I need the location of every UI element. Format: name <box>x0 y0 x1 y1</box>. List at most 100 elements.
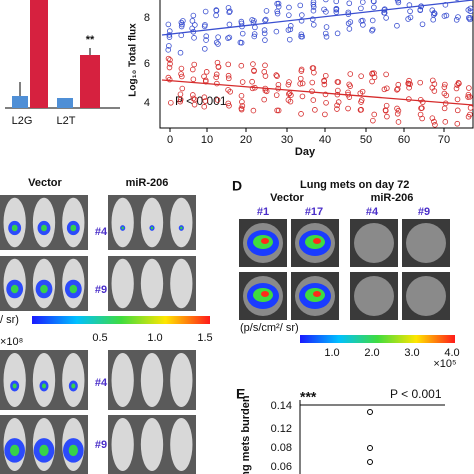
dot <box>239 30 246 37</box>
dot <box>249 78 255 85</box>
dot <box>203 37 209 43</box>
dot <box>443 92 450 99</box>
dot <box>323 100 329 106</box>
dot <box>383 15 389 21</box>
x-tick-label: 10 <box>201 134 213 146</box>
dot <box>274 10 281 17</box>
dot <box>273 92 280 98</box>
mouse-id: #4 <box>95 226 108 238</box>
mouse-id: #4 <box>95 377 108 389</box>
dot <box>335 79 342 85</box>
x-tick-label: 70 <box>438 134 450 146</box>
dot <box>371 4 377 11</box>
dot <box>298 66 305 73</box>
dot <box>287 26 294 33</box>
dot <box>430 16 436 23</box>
dot <box>322 111 328 118</box>
dot <box>346 0 353 7</box>
colorbar-scale: ×10⁸ <box>0 336 23 348</box>
dot <box>321 81 328 88</box>
dot <box>189 66 196 73</box>
p-value: P < 0.001 <box>175 94 227 108</box>
dot <box>238 93 245 99</box>
dot <box>370 117 376 124</box>
trend <box>161 0 474 36</box>
dot <box>309 65 316 71</box>
dot <box>467 111 473 118</box>
y-tick-label: 0.08 <box>271 442 292 454</box>
dot <box>226 34 233 41</box>
dot <box>165 55 172 62</box>
dot <box>394 86 400 93</box>
mouse <box>170 417 193 472</box>
dot <box>417 79 423 86</box>
dot <box>381 86 388 93</box>
dot <box>454 82 461 88</box>
dot <box>189 25 195 32</box>
well <box>406 223 446 263</box>
dot <box>249 85 256 92</box>
panel-letter: D <box>232 178 242 194</box>
mouse <box>62 353 85 407</box>
mouse <box>111 353 134 407</box>
dot <box>431 118 437 125</box>
p-value: P < 0.001 <box>390 387 442 401</box>
bar <box>30 0 48 108</box>
dot <box>419 115 425 122</box>
dot <box>214 80 220 87</box>
dot <box>274 107 280 114</box>
dot <box>441 90 448 97</box>
dot <box>190 12 197 19</box>
dot <box>226 102 232 109</box>
dot <box>429 7 436 14</box>
dot <box>189 18 196 24</box>
dot <box>441 84 448 90</box>
colorbar-unit: (p/s/cm²/ sr) <box>240 322 299 334</box>
category-label: L2T <box>57 115 76 127</box>
dot <box>165 21 172 28</box>
dot <box>467 15 473 21</box>
dot <box>455 14 461 20</box>
mouse <box>32 353 56 407</box>
dot <box>180 18 186 24</box>
dot <box>215 41 221 47</box>
colorbar-tick: 3.0 <box>404 347 419 359</box>
dot <box>454 107 461 114</box>
dot <box>225 61 232 68</box>
dot <box>297 81 303 87</box>
dot <box>299 93 306 100</box>
dot <box>321 78 327 84</box>
dot <box>191 61 198 68</box>
signal <box>12 383 17 389</box>
dot <box>395 119 402 125</box>
dot <box>202 8 209 15</box>
dot <box>179 73 185 80</box>
dot <box>201 103 208 110</box>
dot <box>442 2 449 8</box>
significance: *** <box>300 389 317 405</box>
dot <box>407 8 413 15</box>
mouse <box>170 197 193 248</box>
dot <box>334 30 341 37</box>
dot <box>441 105 448 112</box>
x-tick-label: 30 <box>281 134 293 146</box>
dot <box>333 5 340 12</box>
dot <box>345 9 352 16</box>
dot <box>225 87 231 93</box>
dot <box>394 86 401 92</box>
dot <box>251 33 258 40</box>
dot <box>394 111 401 117</box>
dot <box>334 106 340 112</box>
colorbar-tick: 0.5 <box>92 332 107 344</box>
y-tick-label: 0.12 <box>271 423 292 435</box>
x-tick-label: 0 <box>167 134 173 146</box>
dot <box>310 7 317 14</box>
dot <box>238 106 245 113</box>
colorbar-tick: 2.0 <box>364 347 379 359</box>
dot <box>442 81 448 88</box>
panel-letter: E <box>236 386 245 402</box>
mouse <box>111 197 134 248</box>
dot <box>345 105 351 112</box>
dot <box>262 37 268 43</box>
y-axis-label: ung mets burden <box>240 395 252 474</box>
